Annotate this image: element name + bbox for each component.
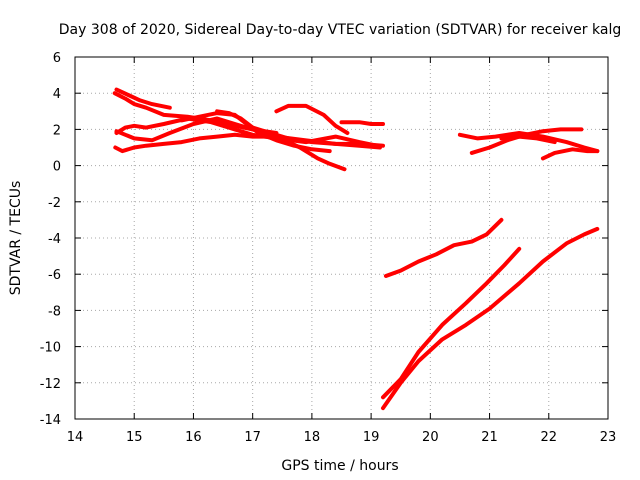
- y-tick-label: -6: [48, 268, 61, 283]
- y-tick-label: -10: [40, 341, 61, 356]
- y-tick-label: -2: [48, 196, 61, 211]
- series-arc-13: [499, 134, 557, 145]
- x-tick-label: 14: [67, 430, 84, 445]
- tick-layer: 14 15 16 17 18 19 20 21 22 23 -14 -12 -10 -8 -6 -4 -2 0 2 4…: [40, 51, 617, 445]
- x-tick-label: 19: [363, 430, 380, 445]
- x-tick-label: 21: [481, 430, 498, 445]
- series-arc-16: [381, 226, 600, 411]
- series-arc-8: [274, 103, 350, 135]
- y-tick-label: -8: [48, 304, 61, 319]
- series-arc-3: [114, 116, 379, 148]
- series-arc-7: [215, 109, 385, 148]
- series-arc-14: [383, 217, 504, 278]
- x-tick-label: 18: [304, 430, 321, 445]
- series-arc-11: [469, 127, 584, 155]
- y-tick-label: 4: [53, 87, 61, 102]
- series-arc-2: [114, 87, 172, 110]
- series-arc-12: [540, 147, 600, 161]
- x-axis-label: GPS time / hours: [281, 458, 398, 474]
- x-tick-label: 16: [185, 430, 202, 445]
- y-tick-label: -4: [48, 232, 61, 247]
- grid-layer: [75, 57, 608, 419]
- y-tick-label: -12: [40, 377, 61, 392]
- y-tick-label: 6: [53, 51, 61, 66]
- series-layer: [112, 87, 600, 411]
- x-tick-label: 15: [126, 430, 143, 445]
- x-tick-label: 17: [244, 430, 261, 445]
- x-tick-label: 22: [541, 430, 558, 445]
- x-tick-label: 23: [600, 430, 617, 445]
- series-arc-15: [381, 246, 522, 400]
- y-tick-label: 2: [53, 123, 61, 138]
- x-tick-label: 20: [422, 430, 439, 445]
- series-arc-5: [114, 116, 279, 143]
- series-arc-1: [112, 91, 347, 172]
- series-arc-9: [339, 120, 385, 126]
- y-tick-label: 0: [53, 160, 61, 175]
- y-axis-label: SDTVAR / TECUs: [8, 181, 24, 296]
- y-tick-label: -14: [40, 413, 61, 428]
- chart-title: Day 308 of 2020, Sidereal Day-to-day VTE…: [59, 22, 621, 38]
